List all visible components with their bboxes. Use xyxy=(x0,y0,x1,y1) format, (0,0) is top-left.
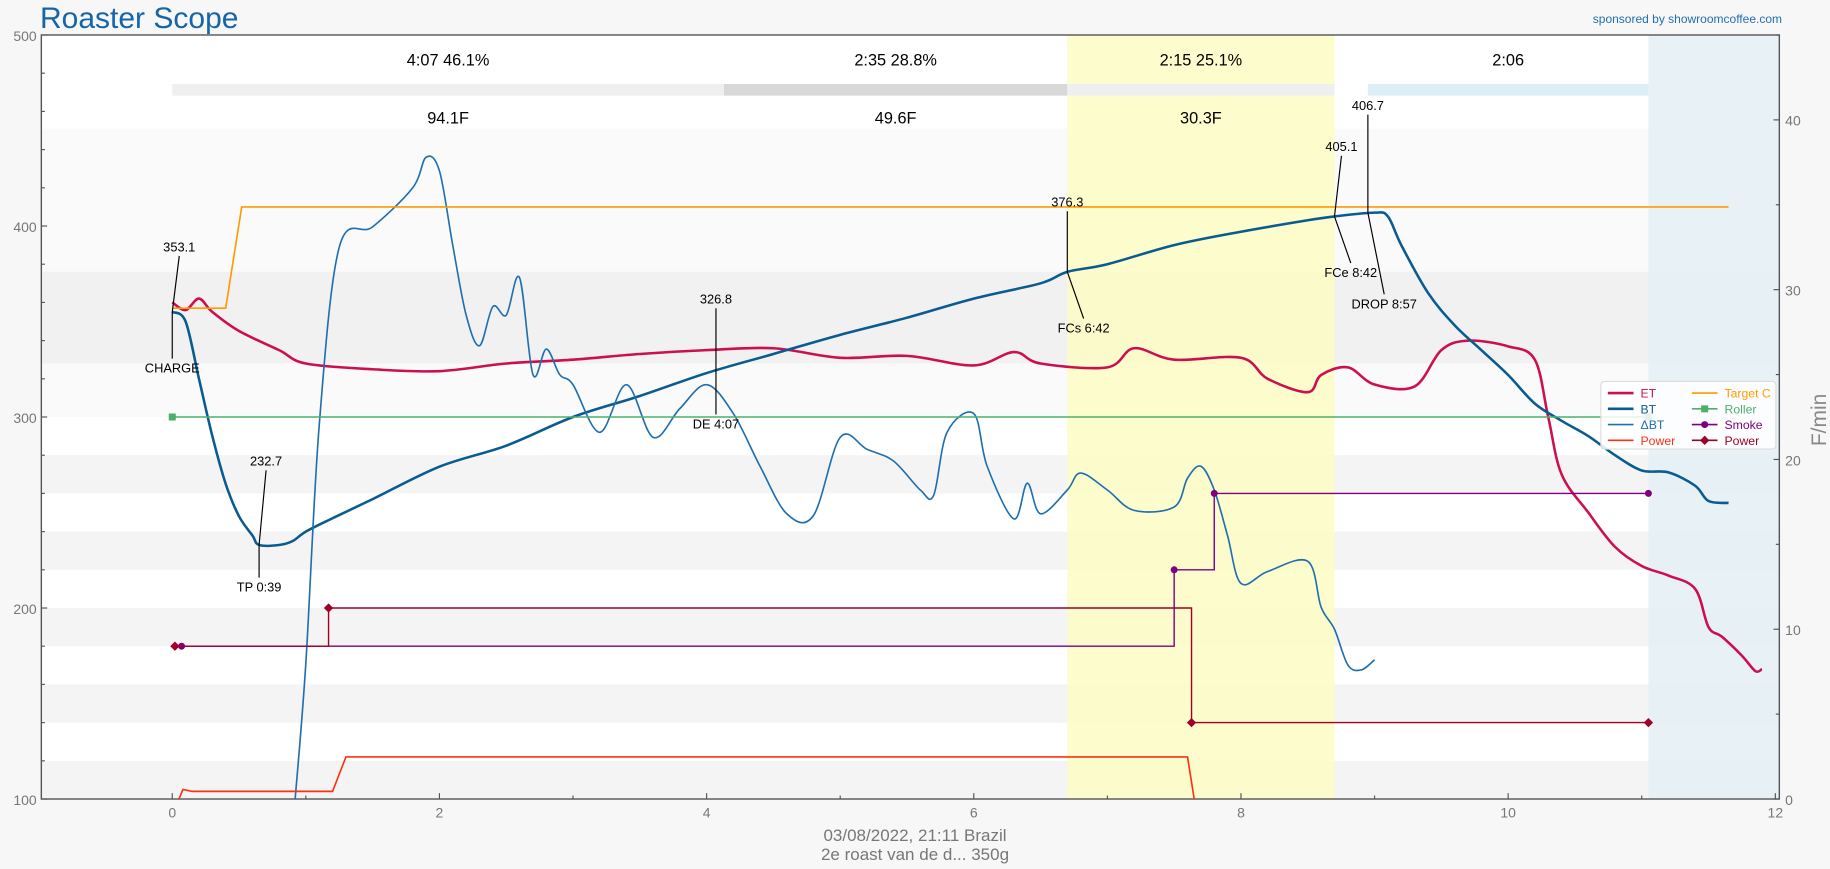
legend-label: Target C xyxy=(1725,387,1771,401)
y2-tick-label: 10 xyxy=(1785,622,1801,638)
legend-label: Power xyxy=(1641,434,1676,448)
x-tick-label: 2 xyxy=(436,805,444,821)
y-tick-label: 400 xyxy=(13,219,37,235)
roller-marker xyxy=(168,413,176,421)
phase-time-label: 2:15 25.1% xyxy=(1160,51,1243,69)
background-band xyxy=(41,684,1780,723)
series-line-power xyxy=(178,756,1196,800)
y-tick-label: 300 xyxy=(13,410,37,426)
y2-tick-label: 0 xyxy=(1785,792,1793,808)
phase-time-label: 4:07 46.1% xyxy=(407,51,490,69)
legend-label: ET xyxy=(1641,387,1657,401)
background-band xyxy=(41,531,1780,570)
annotation-event: CHARGE xyxy=(145,361,200,376)
phase-bar xyxy=(1367,83,1649,96)
annotation-leader xyxy=(171,255,180,313)
background-band xyxy=(41,455,1780,494)
series-line-targetc xyxy=(172,206,1729,309)
y2-tick-label: 40 xyxy=(1785,113,1801,129)
annotation-event: FCe 8:42 xyxy=(1324,265,1377,280)
legend-label: BT xyxy=(1641,403,1657,417)
series-line-et xyxy=(171,297,1763,674)
annotation-value: 232.7 xyxy=(250,454,282,469)
annotation-event: DE 4:07 xyxy=(693,416,739,431)
y2-tick-label: 20 xyxy=(1785,452,1801,468)
power-marker xyxy=(323,603,334,613)
phase-time-label: 2:06 xyxy=(1492,51,1524,69)
power-marker xyxy=(170,641,180,651)
legend-label: ΔBT xyxy=(1641,418,1665,432)
annotation-value: 353.1 xyxy=(163,239,195,254)
phase-delta-label: 49.6F xyxy=(875,110,917,128)
annotation-leader xyxy=(1333,216,1352,264)
y2-tick-label: 30 xyxy=(1785,282,1801,298)
legend-marker xyxy=(1701,405,1709,413)
phase-delta-label: 94.1F xyxy=(427,110,469,128)
x-tick-label: 6 xyxy=(970,805,978,821)
legend-box xyxy=(1600,380,1777,450)
legend-label: Smoke xyxy=(1725,418,1763,432)
annotation-event: FCs 6:42 xyxy=(1058,320,1110,335)
annotation-value: 376.3 xyxy=(1051,195,1083,210)
event-line-power xyxy=(174,607,1649,724)
annotation-leader xyxy=(258,470,267,546)
x-tick-label: 0 xyxy=(168,805,176,821)
smoke-marker xyxy=(1644,489,1652,497)
annotation-leader xyxy=(1367,212,1385,295)
app-title: Roaster Scope xyxy=(40,2,239,35)
phase-bar xyxy=(723,83,1068,96)
phase-time-label: 2:35 28.8% xyxy=(854,51,937,69)
x-tick-label: 4 xyxy=(703,805,711,821)
annotation-event: DROP 8:57 xyxy=(1352,296,1417,311)
smoke-marker xyxy=(1210,489,1218,497)
power-marker xyxy=(1643,717,1654,728)
series-line-bt xyxy=(171,211,1729,548)
y-tick-label: 500 xyxy=(13,28,37,44)
power-marker xyxy=(1186,717,1197,728)
legend-label: Roller xyxy=(1725,403,1757,417)
roast-description: 2e roast van de d... 350g xyxy=(820,845,1010,864)
annotation-event: TP 0:39 xyxy=(237,580,282,595)
smoke-marker xyxy=(1170,566,1178,574)
x-tick-label: 12 xyxy=(1768,805,1784,821)
phase-bar xyxy=(172,83,724,96)
x-tick-label: 8 xyxy=(1237,805,1245,821)
roast-date: 03/08/2022, 21:11 Brazil xyxy=(823,826,1007,845)
sponsor-link[interactable]: sponsored by showroomcoffee.com xyxy=(1592,12,1782,26)
background-band xyxy=(41,608,1780,647)
annotation-value: 406.7 xyxy=(1352,98,1384,113)
annotation-leader xyxy=(1066,271,1085,319)
y-tick-label: 200 xyxy=(13,601,37,617)
y-tick-label: 100 xyxy=(13,792,37,808)
y2-axis-label: F/min xyxy=(1808,394,1830,446)
phase-bar xyxy=(1067,83,1335,96)
annotation-value: 326.8 xyxy=(700,292,732,307)
phase-delta-label: 30.3F xyxy=(1180,110,1222,128)
legend-marker xyxy=(1700,435,1710,445)
background-band xyxy=(41,760,1780,800)
legend-marker xyxy=(1701,421,1709,429)
legend-label: Power xyxy=(1725,434,1760,448)
annotation-leader xyxy=(1333,155,1343,217)
event-line-smoke xyxy=(181,492,1649,647)
annotation-value: 405.1 xyxy=(1325,139,1357,154)
x-tick-label: 10 xyxy=(1500,805,1516,821)
